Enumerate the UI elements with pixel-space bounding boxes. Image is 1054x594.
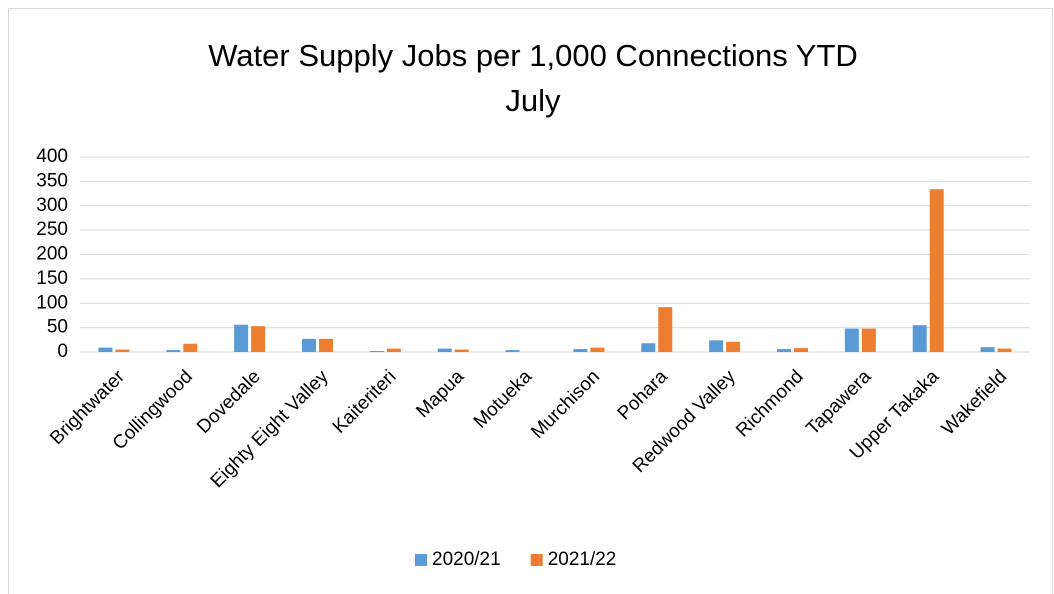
- bar: [861, 328, 876, 352]
- bar: [319, 338, 333, 352]
- legend-swatch: [530, 554, 543, 566]
- y-tick-label: 300: [36, 195, 68, 216]
- bar: [505, 350, 520, 352]
- bar: [641, 343, 656, 352]
- y-tick-label: 200: [36, 244, 68, 265]
- bar: [980, 347, 995, 352]
- bar: [369, 351, 384, 352]
- legend-swatch: [415, 554, 427, 566]
- bar: [573, 349, 588, 352]
- y-tick-label: 400: [36, 146, 68, 167]
- bar: [658, 307, 673, 352]
- bar: [844, 328, 859, 352]
- y-tick-label: 250: [36, 219, 68, 240]
- chart-subtitle: July: [505, 83, 561, 118]
- chart-title: Water Supply Jobs per 1,000 Connections …: [208, 38, 858, 73]
- chart-border: [8, 8, 1053, 594]
- bar: [386, 348, 401, 352]
- bar: [166, 350, 181, 352]
- bar: [997, 348, 1012, 352]
- bar: [234, 324, 249, 352]
- bar: [437, 348, 452, 352]
- legend-label: 2020/21: [432, 549, 501, 570]
- bar: [98, 347, 113, 352]
- bar: [590, 347, 605, 352]
- bar: [183, 343, 198, 352]
- bar: [726, 341, 741, 352]
- bar: [709, 340, 724, 352]
- y-tick-label: 50: [47, 317, 68, 338]
- bar: [929, 189, 944, 352]
- bar: [302, 338, 316, 352]
- y-tick-label: 350: [36, 170, 68, 191]
- bar: [912, 325, 927, 352]
- bar: [454, 349, 469, 352]
- bar: [115, 349, 130, 352]
- y-tick-label: 0: [57, 341, 68, 362]
- legend-label: 2021/22: [548, 549, 617, 570]
- y-tick-label: 150: [36, 268, 68, 289]
- bar: [777, 349, 791, 352]
- y-tick-label: 100: [36, 292, 68, 313]
- bar: [251, 326, 266, 352]
- bar: [794, 348, 808, 352]
